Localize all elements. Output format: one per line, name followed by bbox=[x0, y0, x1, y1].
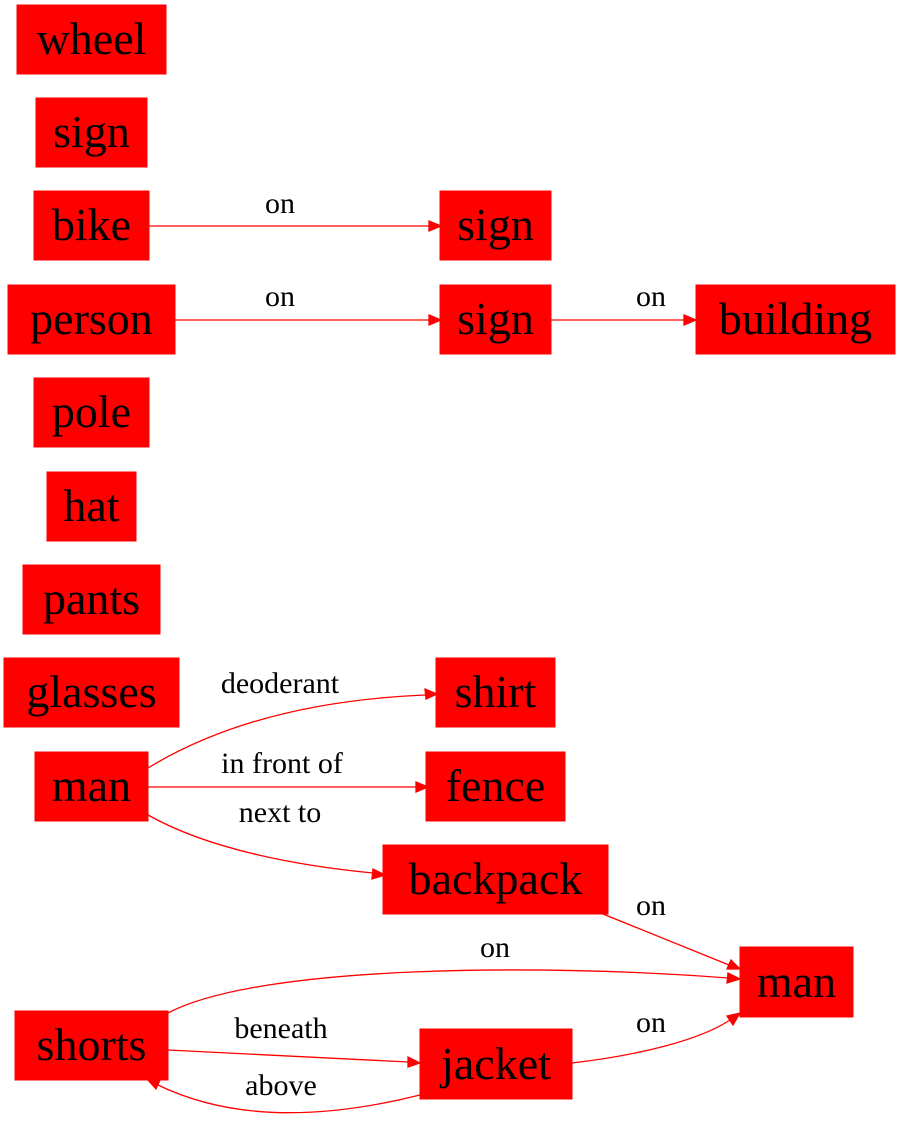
edge-shorts-beneath-jacket: beneath bbox=[167, 1012, 422, 1068]
node-label-sign: sign bbox=[457, 293, 534, 344]
node-pole: pole bbox=[33, 377, 150, 448]
node-label-glasses: glasses bbox=[26, 666, 156, 717]
edge-label-man-fence: in front of bbox=[221, 747, 343, 780]
node-label-wheel: wheel bbox=[37, 13, 147, 64]
node-label-sign: sign bbox=[457, 199, 534, 250]
node-wheel: wheel bbox=[16, 4, 167, 75]
node-person: person bbox=[7, 284, 176, 355]
edge-backpack-on-man: on bbox=[597, 889, 742, 970]
edge-man-deoderant-shirt: deoderant bbox=[147, 667, 439, 769]
edge-label-shorts-man: on bbox=[480, 931, 510, 964]
edge-label-jacket-shorts: above bbox=[245, 1069, 317, 1102]
edge-label-jacket-man: on bbox=[636, 1006, 666, 1039]
edge-man-next-to-backpack: next to bbox=[147, 796, 387, 880]
node-label-backpack: backpack bbox=[409, 853, 583, 904]
node-hat: hat bbox=[46, 471, 137, 542]
edge-bike-on-sign: on bbox=[149, 187, 443, 232]
node-label-fence: fence bbox=[446, 760, 546, 811]
node-sign: sign bbox=[439, 284, 552, 355]
edge-jacket-above-shorts: above bbox=[145, 1069, 421, 1114]
node-pants: pants bbox=[22, 564, 161, 635]
node-shorts: shorts bbox=[14, 1010, 169, 1081]
node-backpack: backpack bbox=[382, 844, 609, 915]
edge-label-sign-building: on bbox=[636, 280, 666, 313]
edge-label-man-shirt: deoderant bbox=[221, 667, 340, 700]
edge-label-backpack-man: on bbox=[636, 889, 666, 922]
edge-label-shorts-jacket: beneath bbox=[234, 1012, 327, 1045]
edge-person-on-sign: on bbox=[175, 280, 443, 326]
node-label-man: man bbox=[52, 760, 131, 811]
node-label-jacket: jacket bbox=[439, 1038, 551, 1089]
node-man: man bbox=[739, 946, 854, 1018]
node-man: man bbox=[34, 751, 149, 822]
node-glasses: glasses bbox=[3, 657, 180, 728]
edge-label-man-backpack: next to bbox=[239, 796, 322, 829]
edge-label-person-sign: on bbox=[265, 280, 295, 313]
edge-man-in-front-of-fence: in front of bbox=[148, 747, 430, 793]
node-label-shorts: shorts bbox=[37, 1019, 147, 1070]
node-label-pants: pants bbox=[43, 573, 140, 624]
node-label-shirt: shirt bbox=[455, 666, 537, 717]
node-label-man: man bbox=[757, 956, 836, 1007]
node-sign: sign bbox=[439, 190, 552, 261]
node-jacket: jacket bbox=[419, 1028, 573, 1100]
edge-jacket-on-man: on bbox=[571, 1006, 742, 1064]
node-label-pole: pole bbox=[52, 386, 131, 437]
node-label-sign: sign bbox=[53, 106, 130, 157]
edge-sign-on-building: on bbox=[551, 280, 698, 326]
node-label-bike: bike bbox=[52, 199, 131, 250]
edge-shorts-on-man: on bbox=[167, 931, 742, 1014]
node-shirt: shirt bbox=[435, 657, 556, 728]
node-sign: sign bbox=[35, 97, 148, 168]
node-fence: fence bbox=[425, 751, 566, 822]
node-building: building bbox=[695, 284, 896, 355]
node-label-person: person bbox=[30, 293, 153, 344]
node-label-hat: hat bbox=[63, 480, 119, 531]
edge-label-bike-sign: on bbox=[265, 187, 295, 220]
node-bike: bike bbox=[33, 190, 150, 261]
node-label-building: building bbox=[719, 293, 872, 344]
